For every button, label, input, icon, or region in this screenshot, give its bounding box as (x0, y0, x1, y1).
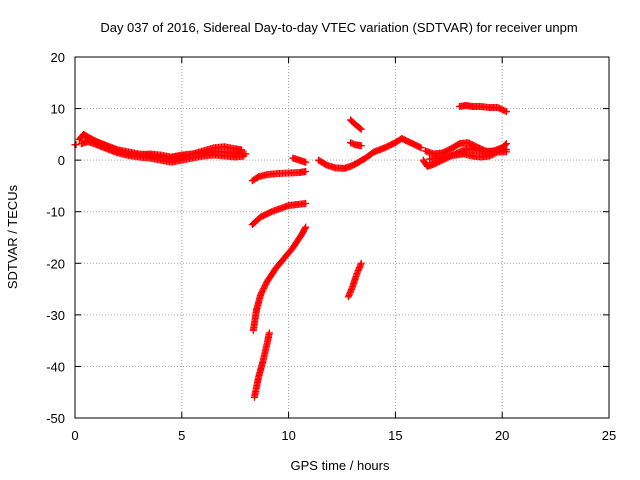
data-series (426, 148, 510, 163)
data-point (301, 224, 309, 232)
y-tick-label: 0 (58, 153, 65, 168)
data-point (417, 144, 425, 152)
data-point (357, 125, 365, 133)
data-series (289, 154, 310, 166)
data-point (302, 223, 310, 231)
data-point (502, 140, 510, 148)
data-series (347, 116, 365, 133)
data-series (248, 199, 310, 229)
y-tick-label: 10 (51, 102, 65, 117)
y-tick-label: 20 (51, 50, 65, 65)
data-point (302, 158, 310, 166)
x-tick-label: 20 (495, 428, 509, 443)
x-tick-label: 25 (602, 428, 616, 443)
plot-frame (74, 56, 610, 419)
data-point (501, 141, 509, 149)
data-point (357, 142, 365, 150)
data-series (248, 167, 310, 185)
data-point (72, 141, 80, 149)
data-point (302, 199, 310, 207)
data-series (347, 139, 365, 150)
data-point (501, 107, 509, 115)
data-series (249, 223, 310, 334)
data-series (455, 101, 510, 116)
data-series (344, 259, 365, 301)
data-point (265, 329, 273, 337)
x-tick-label: 15 (388, 428, 402, 443)
data-points (71, 101, 510, 401)
data-series (82, 133, 250, 161)
data-point (242, 150, 250, 158)
data-point (356, 124, 364, 132)
x-tick-label: 0 (71, 428, 78, 443)
y-tick-label: -30 (46, 308, 65, 323)
data-point (302, 167, 310, 175)
y-axis-label: SDTVAR / TECUs (5, 184, 20, 289)
y-tick-label: -40 (46, 359, 65, 374)
y-tick-label: -20 (46, 256, 65, 271)
x-axis-label: GPS time / hours (291, 458, 390, 473)
data-series (71, 141, 80, 149)
data-point (502, 108, 510, 116)
x-tick-label: 10 (281, 428, 295, 443)
chart-title: Day 037 of 2016, Sidereal Day-to-day VTE… (100, 20, 577, 35)
y-tick-label: -10 (46, 205, 65, 220)
data-series (315, 134, 425, 172)
axis-ticks: 0 5 10 15 20 25 -50 -40 -30 -20 -10 0 10 20 (46, 50, 616, 443)
x-tick-label: 5 (178, 428, 185, 443)
data-point (502, 148, 510, 156)
y-tick-label: -50 (46, 411, 65, 426)
grid-lines (75, 57, 609, 418)
data-series (250, 329, 273, 401)
data-point (357, 259, 365, 267)
